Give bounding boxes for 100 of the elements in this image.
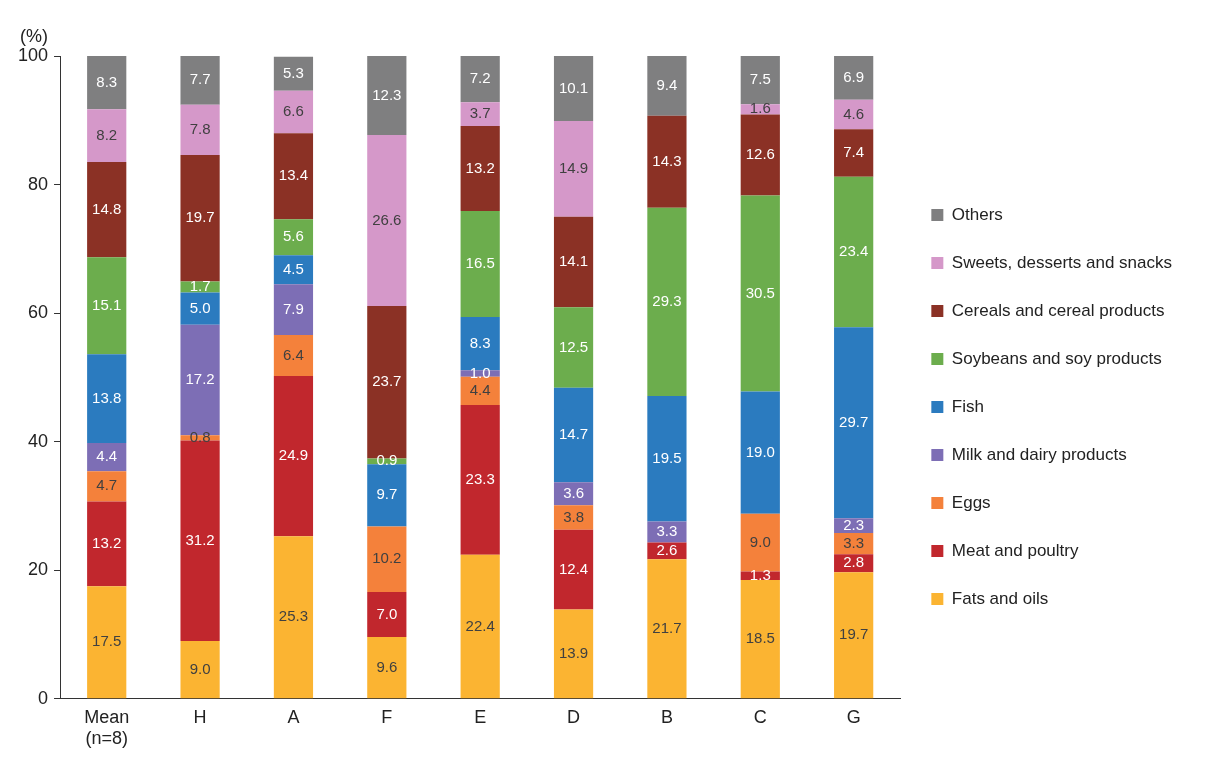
bar (647, 559, 687, 699)
data-label: 26.6 (372, 210, 402, 228)
data-label: 3.6 (563, 483, 584, 501)
bar (460, 102, 500, 127)
x-tick-label: E (474, 706, 487, 727)
y-tick-label: 40 (28, 430, 49, 451)
data-label: 22.4 (465, 616, 495, 634)
data-label: 3.7 (469, 104, 491, 122)
data-label: 15.1 (92, 295, 122, 313)
y-tick-label: 80 (28, 173, 49, 194)
data-label: 9.7 (376, 485, 398, 503)
data-label: 5.3 (283, 63, 304, 81)
bar (553, 307, 594, 388)
bar (87, 586, 127, 699)
bar (647, 207, 687, 397)
data-label: 25.3 (278, 607, 309, 625)
data-label: 5.0 (189, 298, 211, 316)
data-label: 23.4 (839, 242, 869, 260)
data-label: 30.5 (745, 283, 775, 301)
y-tick-label: 60 (28, 302, 49, 323)
legend-label: Milk and dairy products (951, 444, 1127, 464)
bar (180, 440, 220, 641)
bar (87, 56, 127, 110)
bar (460, 210, 500, 317)
data-label: 8.3 (469, 333, 491, 351)
bar (273, 284, 314, 335)
data-label: 9.6 (376, 657, 398, 675)
legend-label: Fish (951, 396, 984, 416)
data-label: 6.6 (283, 102, 304, 120)
data-label: 4.6 (843, 104, 865, 122)
data-label: 18.5 (745, 629, 775, 647)
data-label: 16.5 (465, 254, 495, 272)
bar (87, 471, 127, 502)
bar (647, 56, 687, 116)
bar (834, 176, 874, 328)
data-label: 1.7 (189, 277, 211, 295)
bar (87, 501, 127, 587)
bar (834, 56, 874, 100)
bar (834, 327, 874, 519)
data-label: 3.3 (843, 533, 865, 551)
data-label: 2.3 (843, 515, 865, 533)
legend-label: Sweets, desserts and snacks (951, 252, 1173, 272)
data-label: 12.3 (372, 85, 402, 103)
bar (740, 195, 780, 392)
x-tick-label: Mean (n=8) (84, 706, 130, 749)
data-label: 5.6 (283, 227, 304, 245)
data-label: 14.3 (652, 151, 682, 169)
data-label: 9.0 (749, 532, 771, 550)
legend-label: Fats and oils (951, 588, 1049, 608)
data-label: 13.2 (92, 534, 122, 552)
bar (740, 114, 780, 196)
data-label: 7.9 (283, 299, 304, 317)
bar (87, 442, 127, 472)
x-tick-label: C (753, 706, 767, 727)
bar (273, 56, 314, 91)
data-label: 13.9 (558, 644, 589, 662)
data-label: 23.3 (465, 470, 495, 488)
bar (460, 405, 500, 555)
data-label: 31.2 (185, 530, 215, 548)
data-label: 14.1 (558, 252, 589, 270)
data-label: 10.1 (558, 78, 589, 96)
data-label: 7.2 (469, 69, 491, 87)
data-label: 12.5 (558, 337, 589, 355)
legend-label: Meat and poultry (951, 540, 1079, 560)
data-label: 19.7 (185, 208, 215, 226)
data-label: 21.7 (652, 618, 682, 636)
bar (367, 464, 407, 527)
bar (553, 609, 594, 699)
data-label: 23.7 (372, 372, 402, 390)
data-label: 4.5 (283, 259, 304, 277)
y-tick-label: 0 (38, 687, 49, 708)
bar (273, 255, 314, 285)
data-label: 3.3 (656, 522, 678, 540)
data-label: 6.9 (843, 67, 865, 85)
data-label: 12.4 (558, 559, 589, 577)
bar (647, 521, 687, 543)
data-label: 4.7 (96, 476, 118, 494)
bar (273, 133, 314, 220)
bar (180, 281, 220, 293)
data-label: 1.6 (749, 99, 771, 117)
bar (740, 56, 780, 105)
bar (367, 592, 407, 638)
data-label: 10.2 (372, 549, 402, 567)
bar (460, 56, 500, 103)
data-label: 7.0 (376, 604, 398, 622)
data-label: 4.4 (96, 447, 118, 465)
bar (740, 513, 780, 572)
bar (460, 554, 500, 699)
x-tick-label: F (381, 706, 393, 727)
bar (367, 56, 407, 136)
bar (87, 162, 127, 258)
data-label: 19.7 (839, 625, 869, 643)
data-label: 12.6 (745, 145, 775, 163)
bar (180, 640, 220, 699)
data-label: 13.2 (465, 158, 495, 176)
bar (740, 391, 780, 514)
legend-label: Cereals and cereal products (951, 300, 1165, 320)
data-label: 13.8 (92, 388, 122, 406)
legend-label: Others (951, 204, 1003, 224)
y-tick-label: 20 (28, 559, 49, 580)
